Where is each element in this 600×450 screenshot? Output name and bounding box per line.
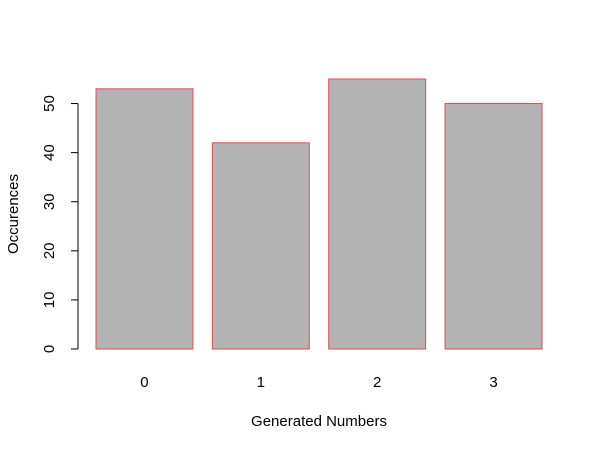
x-category-labels: 0 1 2 3 [140,374,497,391]
y-tick-label: 10 [41,292,58,309]
x-tick-label: 3 [489,374,497,391]
y-axis: 0 10 20 30 40 50 [41,95,79,353]
bars-layer [95,78,543,350]
y-axis-title: Occurences [5,174,22,254]
bar-0 [95,88,194,350]
y-tick-label: 40 [41,144,58,161]
y-tick-label: 50 [41,95,58,112]
x-tick-label: 1 [257,374,265,391]
bar-1 [211,142,310,350]
x-tick-label: 0 [140,374,148,391]
bar-3 [444,103,543,350]
y-tick-label: 0 [41,345,58,353]
x-axis-title: Generated Numbers [251,413,387,430]
y-tick-label: 20 [41,242,58,259]
bar-2 [328,78,427,350]
y-tick-label: 30 [41,193,58,210]
x-tick-label: 2 [373,374,381,391]
